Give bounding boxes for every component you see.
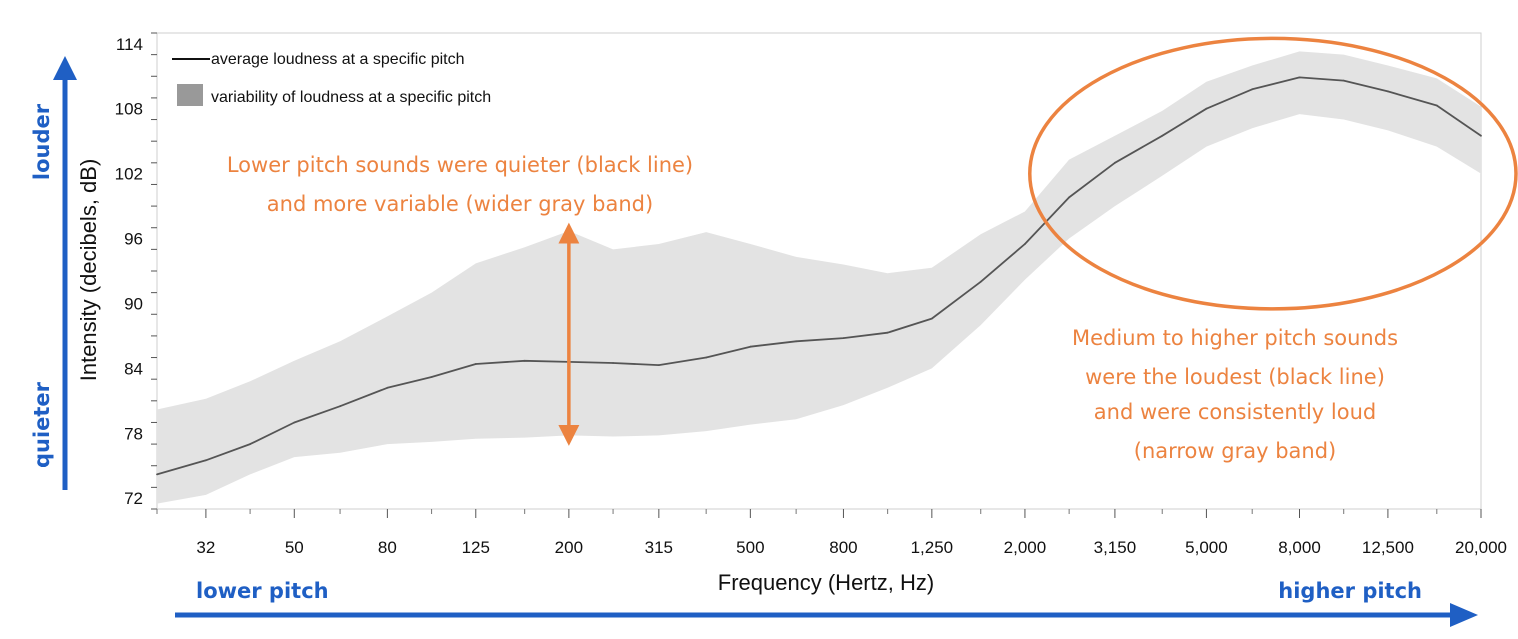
x-tick-label: 20,000 xyxy=(1455,538,1507,557)
data-point xyxy=(1387,90,1389,93)
lower-higher-pitch-indicator: lower pitch higher pitch xyxy=(175,579,1478,627)
annotation-low-line-1: Lower pitch sounds were quieter (black l… xyxy=(227,153,693,177)
annotation-high-line-4: (narrow gray band) xyxy=(1134,439,1336,463)
y-tick-label: 84 xyxy=(124,359,143,378)
quieter-label: quieter xyxy=(30,381,54,468)
data-point xyxy=(523,359,526,362)
data-point xyxy=(430,376,433,378)
x-tick-label: 80 xyxy=(378,538,397,557)
data-point xyxy=(1480,134,1482,137)
data-point xyxy=(1342,79,1345,82)
x-axis-title: Frequency (Hertz, Hz) xyxy=(718,570,934,595)
x-tick-label: 200 xyxy=(555,538,583,557)
data-point xyxy=(1161,134,1164,137)
data-point xyxy=(386,386,389,389)
annotation-high-line-3: and were consistently loud xyxy=(1094,400,1376,424)
annotation-low-line-2: and more variable (wider gray band) xyxy=(267,192,653,216)
data-point xyxy=(657,364,660,366)
data-point xyxy=(749,345,752,348)
data-point xyxy=(1068,196,1070,199)
data-point xyxy=(795,340,797,343)
data-point xyxy=(339,405,341,408)
x-tick-label: 1,250 xyxy=(911,538,954,557)
data-point xyxy=(886,331,889,334)
data-point xyxy=(1298,76,1301,79)
data-point xyxy=(474,363,477,365)
data-point xyxy=(1205,107,1208,110)
x-tick-label: 2,000 xyxy=(1004,538,1047,557)
data-point xyxy=(293,421,296,424)
x-tick-label: 3,150 xyxy=(1094,538,1137,557)
x-tick-label: 125 xyxy=(462,538,490,557)
data-point xyxy=(1435,104,1438,107)
data-point xyxy=(979,280,982,283)
annotation-high-line-2: were the loudest (black line) xyxy=(1085,365,1385,389)
data-point xyxy=(1251,88,1254,91)
data-point xyxy=(1114,161,1116,164)
data-point xyxy=(930,317,933,320)
annotation-high-line-1: Medium to higher pitch sounds xyxy=(1072,326,1398,350)
legend-area-swatch xyxy=(177,84,203,106)
data-point xyxy=(1024,243,1026,245)
high-pitch-highlight-ellipse xyxy=(1028,36,1518,311)
higher-pitch-label: higher pitch xyxy=(1278,579,1422,603)
data-point xyxy=(612,362,614,364)
annotation-low-pitch: Lower pitch sounds were quieter (black l… xyxy=(227,153,693,216)
x-tick-label: 5,000 xyxy=(1185,538,1228,557)
y-tick-label: 114 xyxy=(116,35,143,54)
data-point xyxy=(249,443,252,445)
lower-pitch-label: lower pitch xyxy=(196,579,329,603)
y-tick-label: 102 xyxy=(115,165,143,184)
horizontal-blue-arrow-head xyxy=(1450,603,1478,627)
x-tick-label: 32 xyxy=(196,538,215,557)
louder-quieter-indicator: louder quieter xyxy=(30,56,77,490)
x-tick-label: 500 xyxy=(736,538,764,557)
series-line-average-loudness xyxy=(156,76,1482,476)
x-tick-label: 800 xyxy=(829,538,857,557)
annotation-high-pitch: Medium to higher pitch sounds were the l… xyxy=(1072,326,1398,463)
x-tick-label: 8,000 xyxy=(1278,538,1321,557)
y-tick-label: 90 xyxy=(124,294,143,313)
data-point xyxy=(705,356,708,359)
legend: average loudness at a specific pitch var… xyxy=(172,51,491,106)
y-tick-label: 108 xyxy=(115,100,143,119)
x-tick-label: 315 xyxy=(645,538,673,557)
y-axis-title: Intensity (decibels, dB) xyxy=(76,159,101,382)
legend-label-variability: variability of loudness at a specific pi… xyxy=(211,89,491,106)
data-point xyxy=(156,473,158,476)
variability-band xyxy=(157,51,1481,504)
data-point xyxy=(842,337,845,339)
vertical-blue-arrow-head xyxy=(53,56,77,80)
y-tick-label: 78 xyxy=(124,424,143,443)
data-point xyxy=(205,459,207,462)
x-tick-label: 50 xyxy=(285,538,304,557)
y-tick-label: 96 xyxy=(124,230,143,249)
louder-label: louder xyxy=(30,103,54,180)
legend-label-average: average loudness at a specific pitch xyxy=(211,51,464,68)
y-tick-label: 72 xyxy=(124,489,143,508)
x-tick-label: 12,500 xyxy=(1362,538,1414,557)
